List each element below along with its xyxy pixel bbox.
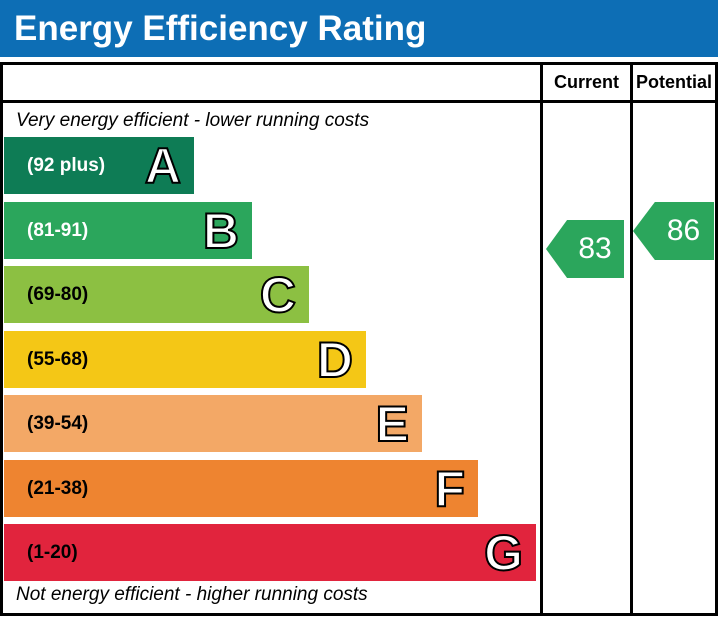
band-range-label: (55-68) [27,348,89,370]
title-bar: Energy Efficiency Rating [0,0,718,57]
band-E: (39-54) E [4,395,422,453]
column-divider-current [540,65,543,613]
potential-rating-value: 86 [666,214,701,247]
energy-rating-chart: Current Potential Very energy efficient … [0,62,718,616]
potential-rating-arrow: 86 [633,202,714,260]
band-A: (92 plus) A [4,137,194,195]
column-header-current: Current [553,72,619,92]
band-G: (1-20) G [4,524,536,582]
band-C: (69-80) C [4,266,309,324]
band-B: (81-91) B [4,202,252,260]
band-range-label: (21-38) [27,477,89,499]
band-letter: C [259,266,297,324]
current-rating-arrow: 83 [546,220,624,278]
page-title: Energy Efficiency Rating [14,9,427,48]
band-letter: D [316,331,354,389]
band-letter: F [433,460,466,518]
band-letter: E [375,395,410,453]
band-range-label: (1-20) [27,541,78,563]
top-caption: Very energy efficient - lower running co… [16,110,370,131]
band-range-label: (69-80) [27,283,89,305]
column-divider-potential [630,65,633,613]
band-letter: A [144,137,182,195]
band-range-label: (39-54) [27,412,89,434]
band-F: (21-38) F [4,460,478,518]
band-range-label: (92 plus) [27,154,106,176]
bottom-caption: Not energy efficient - higher running co… [16,584,368,605]
band-range-label: (81-91) [27,219,89,241]
header-divider [3,100,715,103]
band-letter: B [202,202,240,260]
current-rating-value: 83 [578,232,612,265]
column-header-potential: Potential [635,72,712,92]
band-D: (55-68) D [4,331,366,389]
band-letter: G [483,524,524,582]
